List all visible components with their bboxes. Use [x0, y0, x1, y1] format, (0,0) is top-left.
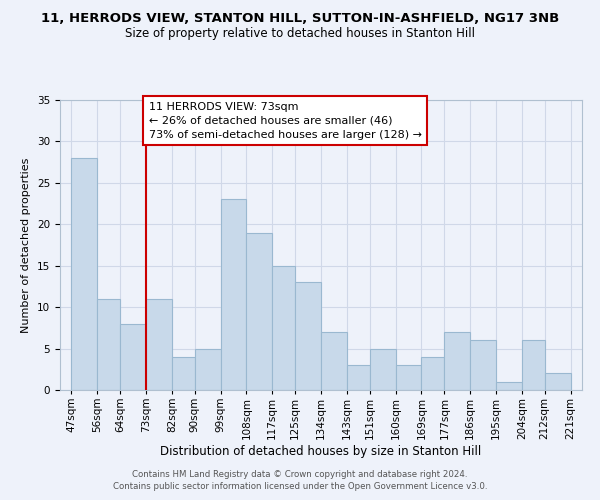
- Bar: [120, 324, 146, 390]
- Bar: [172, 357, 195, 390]
- X-axis label: Distribution of detached houses by size in Stanton Hill: Distribution of detached houses by size …: [160, 444, 482, 458]
- Text: Size of property relative to detached houses in Stanton Hill: Size of property relative to detached ho…: [125, 28, 475, 40]
- Bar: [370, 348, 395, 390]
- Bar: [470, 340, 496, 390]
- Bar: [321, 332, 347, 390]
- Text: Contains public sector information licensed under the Open Government Licence v3: Contains public sector information licen…: [113, 482, 487, 491]
- Bar: [97, 299, 120, 390]
- Bar: [445, 332, 470, 390]
- Bar: [347, 365, 370, 390]
- Bar: [247, 232, 272, 390]
- Bar: [522, 340, 545, 390]
- Text: 11 HERRODS VIEW: 73sqm
← 26% of detached houses are smaller (46)
73% of semi-det: 11 HERRODS VIEW: 73sqm ← 26% of detached…: [149, 102, 422, 140]
- Bar: [221, 200, 247, 390]
- Bar: [421, 357, 445, 390]
- Text: Contains HM Land Registry data © Crown copyright and database right 2024.: Contains HM Land Registry data © Crown c…: [132, 470, 468, 479]
- Bar: [395, 365, 421, 390]
- Y-axis label: Number of detached properties: Number of detached properties: [22, 158, 31, 332]
- Bar: [295, 282, 321, 390]
- Bar: [272, 266, 295, 390]
- Bar: [496, 382, 522, 390]
- Bar: [146, 299, 172, 390]
- Bar: [545, 374, 571, 390]
- Bar: [71, 158, 97, 390]
- Text: 11, HERRODS VIEW, STANTON HILL, SUTTON-IN-ASHFIELD, NG17 3NB: 11, HERRODS VIEW, STANTON HILL, SUTTON-I…: [41, 12, 559, 26]
- Bar: [195, 348, 221, 390]
